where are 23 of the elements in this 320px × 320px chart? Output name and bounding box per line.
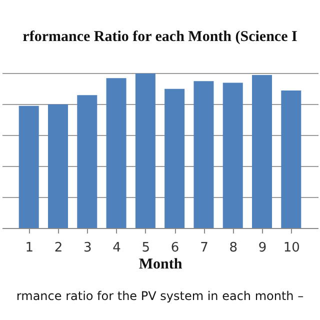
x-tick-label: 7 (200, 240, 208, 256)
x-tick-label: 5 (142, 240, 150, 256)
bar (77, 95, 98, 228)
bar (135, 73, 156, 228)
bar (252, 75, 272, 228)
x-tick-label: 2 (54, 240, 63, 256)
chart-title: rformance Ratio for each Month (Science I (22, 29, 298, 45)
text: rmance ratio for the PV system in each month – (16, 289, 304, 303)
x-tick-label: 4 (112, 240, 121, 256)
bar (106, 78, 126, 228)
x-tick-label: 1 (25, 240, 34, 256)
x-tick-label: 6 (170, 240, 180, 256)
bar (48, 104, 68, 228)
x-tick-label: 9 (258, 240, 267, 256)
bar (18, 106, 39, 228)
bar (281, 90, 302, 228)
bar (164, 88, 185, 228)
bar (222, 82, 243, 228)
x-tick-label: 10 (283, 240, 300, 256)
x-axis-title: Month (138, 256, 183, 272)
x-tick-label: 8 (229, 240, 238, 256)
x-tick-label: 3 (84, 240, 92, 256)
bar (194, 81, 214, 228)
